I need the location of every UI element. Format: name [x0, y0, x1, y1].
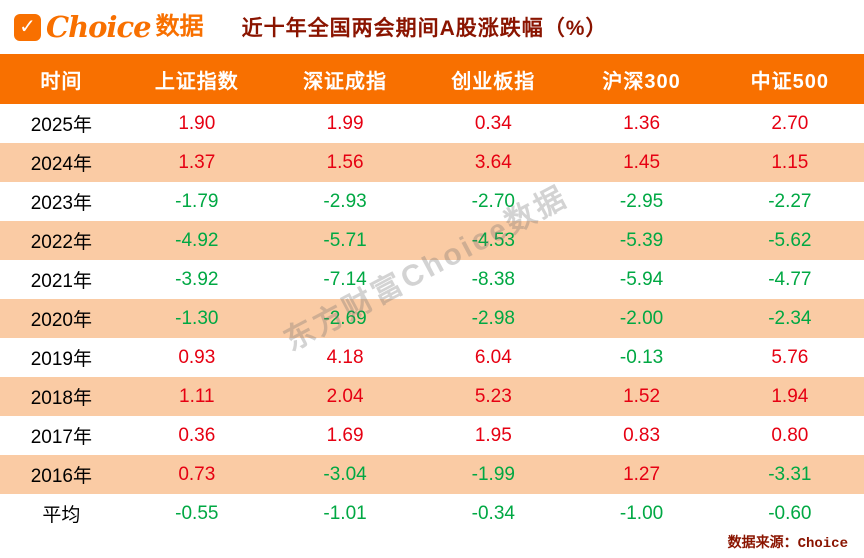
value-cell: -0.34: [471, 502, 515, 524]
value-cell: 2.70: [771, 112, 809, 134]
value-cell: 1.37: [178, 151, 216, 173]
value-cell: -4.53: [471, 229, 515, 251]
row-label: 2021年: [30, 271, 92, 292]
row-label: 2023年: [30, 193, 92, 214]
row-label: 2019年: [30, 349, 92, 370]
value-cell: -7.14: [323, 268, 367, 290]
table-row: 2023年 -1.79 -2.93 -2.70 -2.95 -2.27: [0, 182, 864, 221]
value-cell: 0.36: [178, 424, 216, 446]
value-cell: 1.56: [326, 151, 364, 173]
logo-suffix-text: 数据: [155, 13, 204, 40]
value-cell: 1.90: [178, 112, 216, 134]
value-cell: -5.39: [619, 229, 664, 251]
value-cell: 1.69: [326, 424, 364, 446]
table-row: 2024年 1.37 1.56 3.64 1.45 1.15: [0, 143, 864, 182]
value-cell: 5.23: [474, 385, 512, 407]
value-cell: -2.34: [768, 307, 812, 329]
check-icon: ✓: [14, 13, 41, 41]
value-cell: -1.00: [619, 502, 664, 524]
value-cell: -1.99: [471, 463, 515, 485]
data-table: 时间 上证指数 深证成指 创业板指 沪深300 中证500 2025年 1.90 1…: [0, 54, 864, 533]
value-cell: 1.45: [623, 151, 661, 173]
value-cell: 6.04: [474, 346, 512, 368]
value-cell: -8.38: [471, 268, 515, 290]
value-cell: -1.01: [323, 502, 367, 524]
value-cell: -3.04: [323, 463, 367, 485]
value-cell: 5.76: [771, 346, 809, 368]
source-note: 数据来源：Choice: [727, 536, 848, 552]
value-cell: -5.94: [619, 268, 664, 290]
value-cell: 1.95: [474, 424, 512, 446]
logo-text: Choice: [46, 9, 152, 44]
value-cell: 1.94: [771, 385, 809, 407]
value-cell: -2.27: [768, 190, 812, 212]
value-cell: 2.04: [326, 385, 364, 407]
row-label: 2017年: [30, 427, 92, 448]
value-cell: -3.31: [768, 463, 812, 485]
table-row: 2025年 1.90 1.99 0.34 1.36 2.70: [0, 104, 864, 143]
row-label: 2024年: [30, 154, 92, 175]
value-cell: 1.36: [623, 112, 661, 134]
value-cell: -2.95: [619, 190, 664, 212]
value-cell: -2.93: [323, 190, 367, 212]
value-cell: 1.52: [623, 385, 661, 407]
row-label: 2025年: [30, 115, 92, 136]
value-cell: 4.18: [326, 346, 364, 368]
value-cell: 1.27: [623, 463, 661, 485]
row-label: 2020年: [30, 310, 92, 331]
value-cell: 1.99: [326, 112, 364, 134]
column-header-time: 时间: [0, 54, 123, 104]
row-label: 2018年: [30, 388, 92, 409]
value-cell: 1.11: [179, 385, 215, 407]
value-cell: 0.83: [623, 424, 661, 446]
value-cell: -2.70: [471, 190, 515, 212]
value-cell: -1.79: [175, 190, 219, 212]
column-header-chinext: 创业板指: [419, 54, 568, 104]
value-cell: -2.69: [323, 307, 367, 329]
column-header-csi300: 沪深300: [567, 54, 716, 104]
column-header-shenzhen: 深证成指: [270, 54, 420, 104]
value-cell: 1.15: [771, 151, 809, 173]
table-body: 2025年 1.90 1.99 0.34 1.36 2.70 2024年 1.37 1.56 3.…: [0, 104, 864, 533]
value-cell: -1.30: [175, 307, 219, 329]
value-cell: 3.64: [474, 151, 512, 173]
choice-logo: ✓ Choice 数据: [14, 9, 204, 44]
value-cell: -5.62: [768, 229, 812, 251]
value-cell: -0.55: [175, 502, 219, 524]
table-header-row: 时间 上证指数 深证成指 创业板指 沪深300 中证500: [0, 54, 864, 104]
row-label: 平均: [42, 505, 81, 526]
column-header-csi500: 中证500: [715, 54, 864, 104]
page-title: 近十年全国两会期间A股涨跌幅（%）: [241, 17, 608, 40]
row-label: 2022年: [30, 232, 92, 253]
table-row: 2019年 0.93 4.18 6.04 -0.13 5.76: [0, 338, 864, 377]
table-row: 2022年 -4.92 -5.71 -4.53 -5.39 -5.62: [0, 221, 864, 260]
value-cell: 0.73: [178, 463, 216, 485]
value-cell: -5.71: [323, 229, 367, 251]
value-cell: -3.92: [175, 268, 219, 290]
value-cell: 0.80: [771, 424, 809, 446]
value-cell: -2.98: [471, 307, 515, 329]
row-label: 2016年: [30, 466, 92, 487]
table-row: 平均 -0.55 -1.01 -0.34 -1.00 -0.60: [0, 494, 864, 533]
value-cell: -0.60: [768, 502, 812, 524]
header: ✓ Choice 数据 近十年全国两会期间A股涨跌幅（%）: [0, 0, 864, 54]
table-row: 2016年 0.73 -3.04 -1.99 1.27 -3.31: [0, 455, 864, 494]
column-header-shanghai: 上证指数: [122, 54, 271, 104]
value-cell: 0.93: [178, 346, 216, 368]
value-cell: 0.34: [474, 112, 512, 134]
table-row: 2017年 0.36 1.69 1.95 0.83 0.80: [0, 416, 864, 455]
table-row: 2018年 1.11 2.04 5.23 1.52 1.94: [0, 377, 864, 416]
table-row: 2021年 -3.92 -7.14 -8.38 -5.94 -4.77: [0, 260, 864, 299]
value-cell: -0.13: [619, 346, 664, 368]
value-cell: -2.00: [619, 307, 664, 329]
value-cell: -4.92: [175, 229, 219, 251]
table-row: 2020年 -1.30 -2.69 -2.98 -2.00 -2.34: [0, 299, 864, 338]
value-cell: -4.77: [768, 268, 812, 290]
